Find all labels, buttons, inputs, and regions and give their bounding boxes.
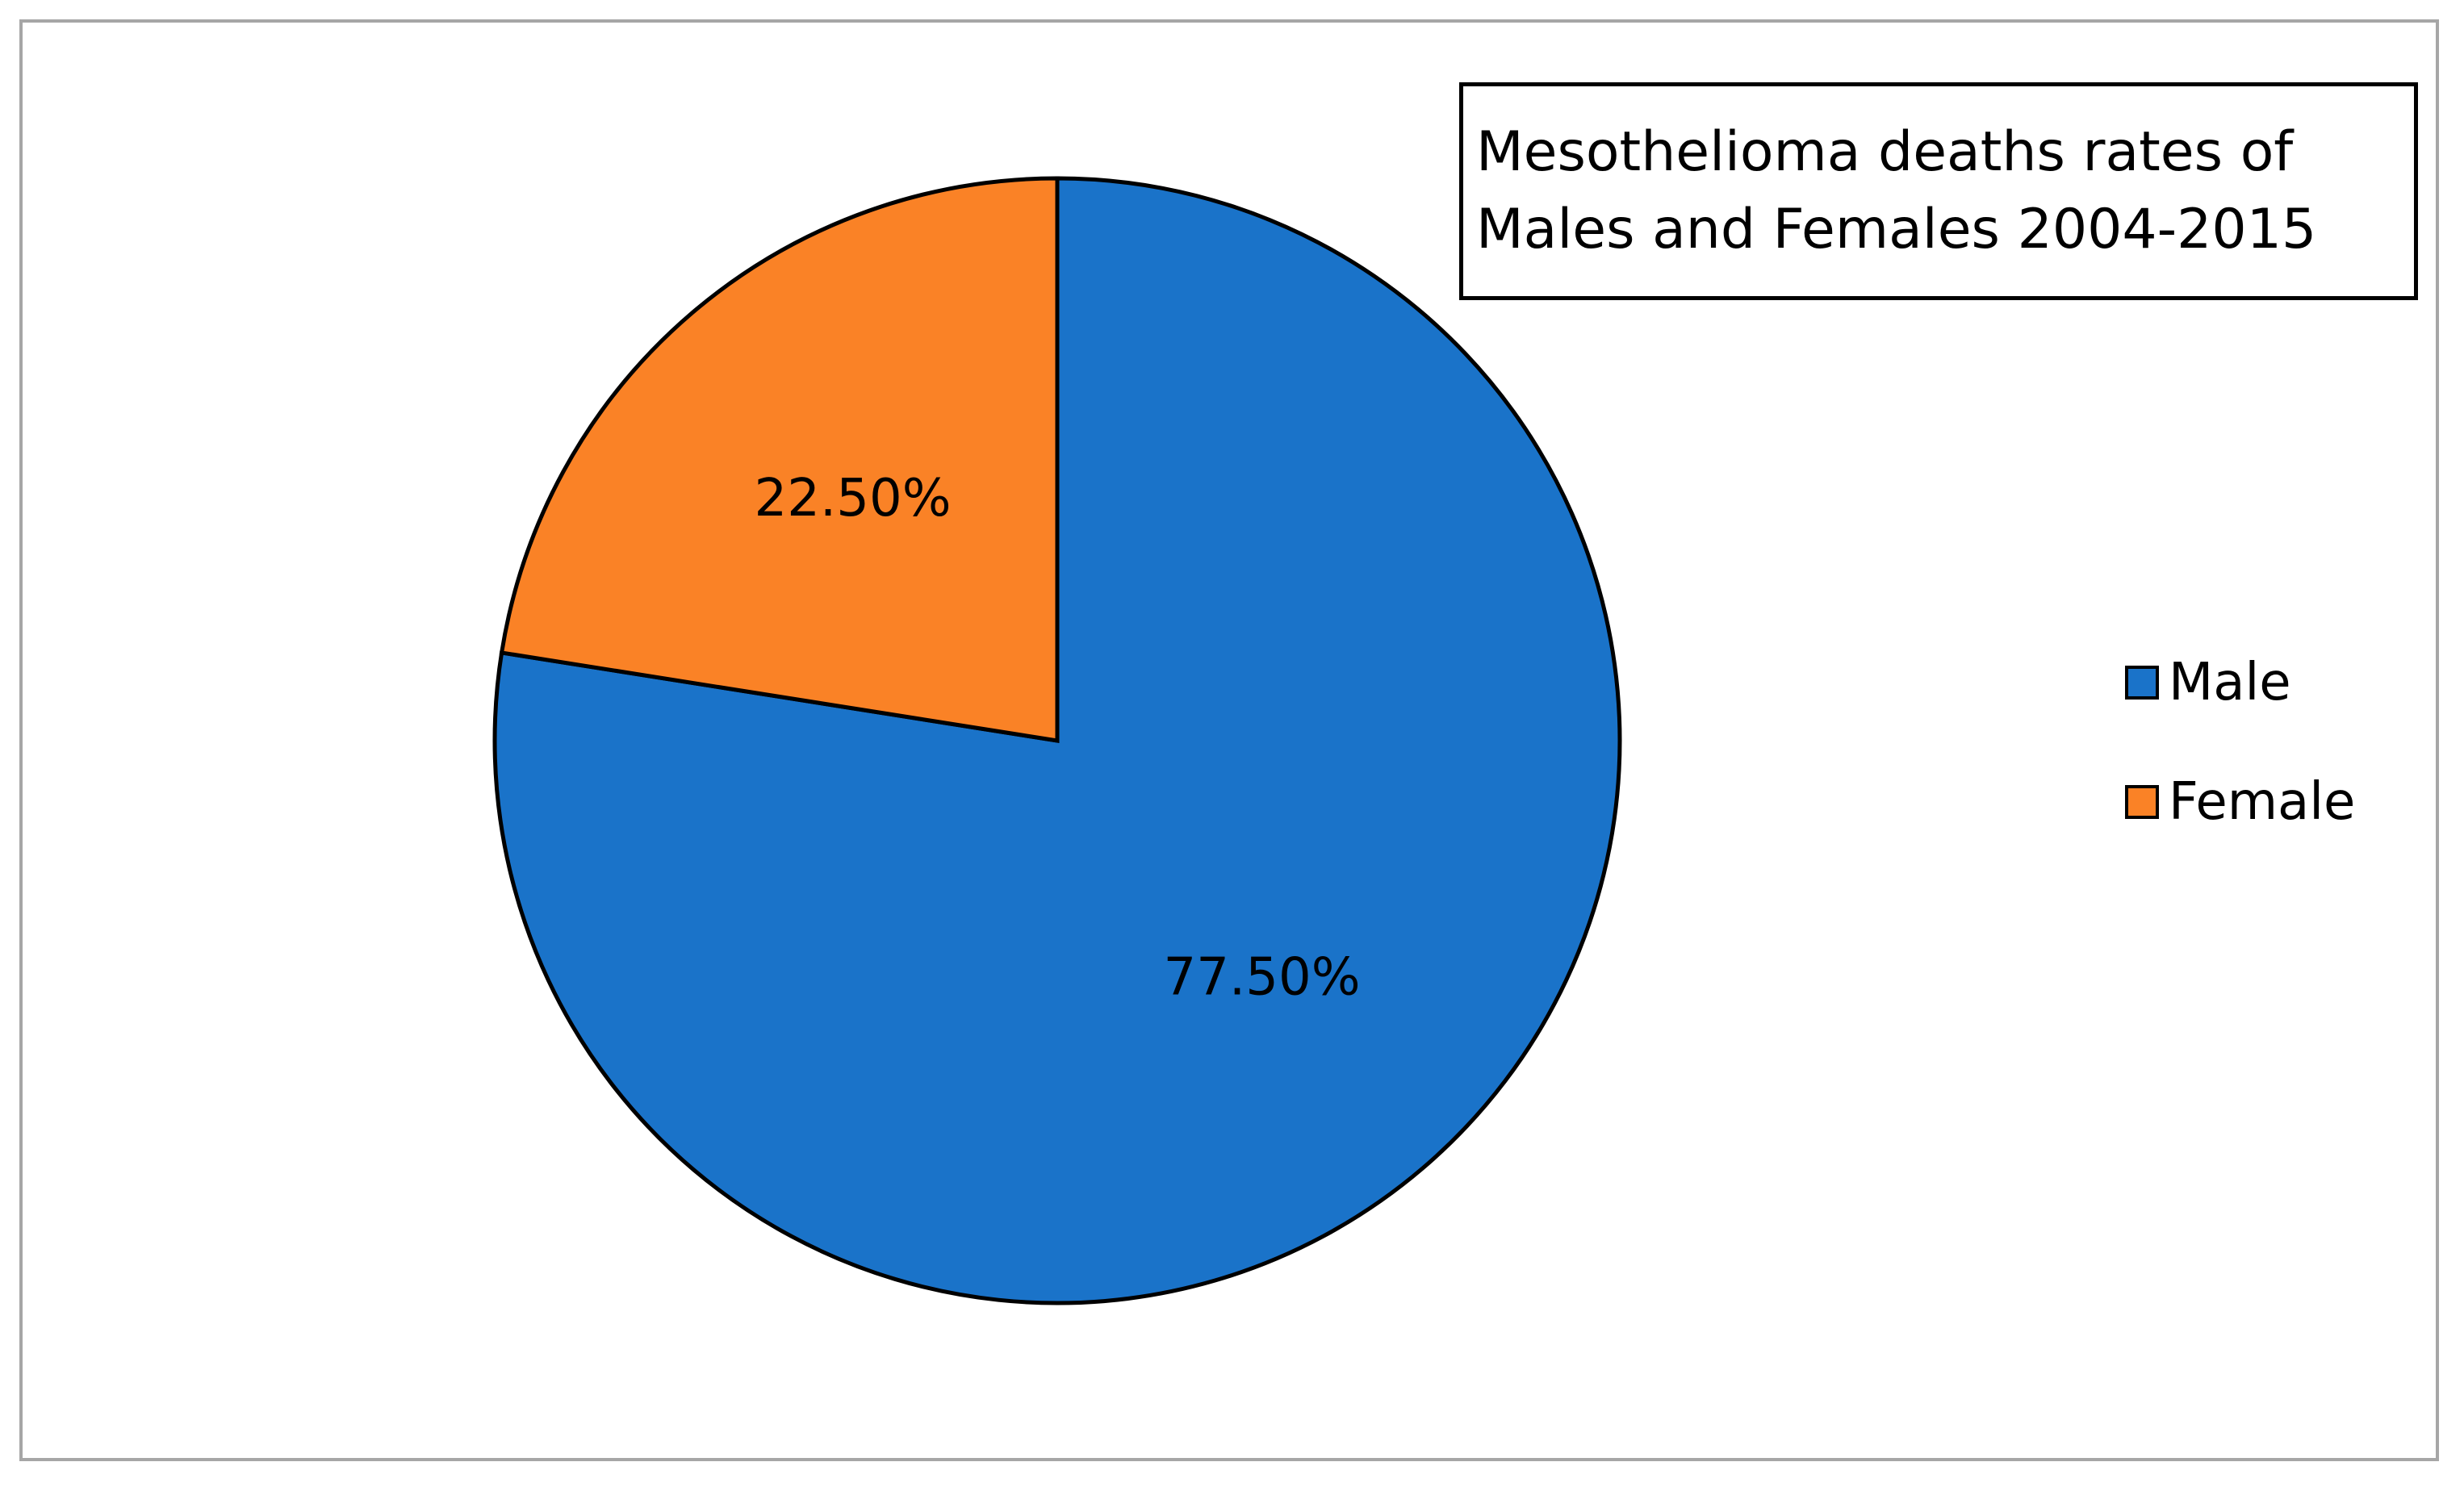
legend-swatch-male xyxy=(2125,666,2159,700)
data-label-male: 77.50% xyxy=(1163,947,1360,1007)
legend-swatch-female xyxy=(2125,785,2159,819)
chart-title: Mesothelioma deaths rates of Males and F… xyxy=(1476,120,2317,261)
pie-slice-female xyxy=(499,176,1060,743)
legend-label-male: Male xyxy=(2169,653,2291,712)
chart-title-box: Mesothelioma deaths rates of Males and F… xyxy=(1459,82,2418,300)
legend-label-female: Female xyxy=(2169,772,2356,832)
legend-item-male: Male xyxy=(2125,654,2291,711)
data-label-female: 22.50% xyxy=(754,469,951,528)
legend-item-female: Female xyxy=(2125,774,2355,830)
